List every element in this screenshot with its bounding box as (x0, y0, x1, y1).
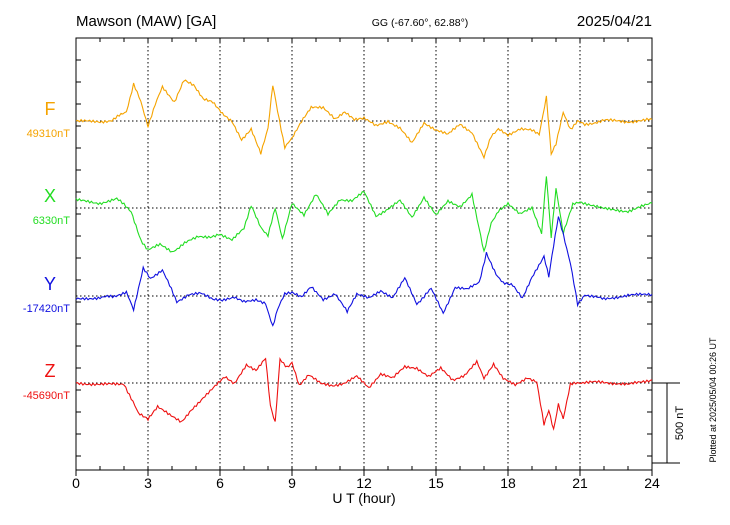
series-name-Z: Z (45, 361, 56, 381)
series-layer: F 49310nT X 6330nT Y -17420nT Z -45690nT (23, 79, 653, 431)
x-tick-label: 12 (356, 475, 372, 491)
date-label: 2025/04/21 (577, 13, 652, 30)
series-name-X: X (44, 186, 56, 206)
x-tick-label: 21 (572, 475, 588, 491)
x-tick-label: 6 (216, 475, 224, 491)
station-title: Mawson (MAW) [GA] (76, 13, 216, 30)
ticks-layer: 0 3 6 9 12 15 18 21 24 (72, 38, 660, 491)
scale-bar-label: 500 nT (674, 406, 686, 441)
x-tick-label: 18 (500, 475, 516, 491)
x-tick-label: 9 (288, 475, 296, 491)
x-tick-label: 15 (428, 475, 444, 491)
scale-bar: 500 nT (652, 382, 686, 464)
series-baseline-Y: -17420nT (23, 303, 70, 315)
series-baseline-X: 6330nT (33, 215, 71, 227)
series-baseline-Z: -45690nT (23, 390, 70, 402)
x-axis-label: U T (hour) (332, 490, 395, 506)
x-tick-label: 3 (144, 475, 152, 491)
series-line-X (75, 176, 653, 253)
x-tick-label: 24 (644, 475, 660, 491)
series-line-Y (75, 216, 653, 327)
series-name-Y: Y (44, 274, 56, 294)
x-tick-label: 0 (72, 475, 80, 491)
series-line-Z (75, 357, 653, 431)
series-name-F: F (45, 99, 56, 119)
series-line-F (75, 79, 653, 160)
plotted-at-label: Plotted at 2025/05/04 00:26 UT (708, 337, 718, 463)
coordinates-label: GG (-67.60°, 62.88°) (372, 17, 469, 29)
series-baseline-F: 49310nT (27, 128, 71, 140)
